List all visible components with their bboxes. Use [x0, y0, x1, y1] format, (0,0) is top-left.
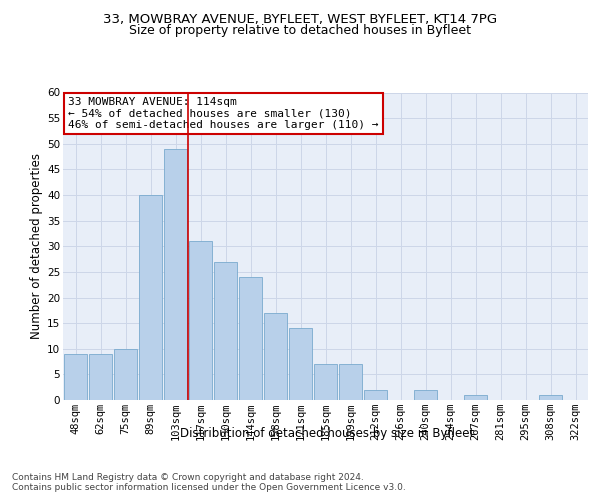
- Bar: [89, 354, 112, 400]
- Text: 33, MOWBRAY AVENUE, BYFLEET, WEST BYFLEET, KT14 7PG: 33, MOWBRAY AVENUE, BYFLEET, WEST BYFLEE…: [103, 12, 497, 26]
- Bar: [214, 262, 237, 400]
- Bar: [464, 395, 487, 400]
- Bar: [239, 277, 262, 400]
- Bar: [189, 241, 212, 400]
- Bar: [539, 395, 562, 400]
- Text: 33 MOWBRAY AVENUE: 114sqm
← 54% of detached houses are smaller (130)
46% of semi: 33 MOWBRAY AVENUE: 114sqm ← 54% of detac…: [68, 97, 379, 130]
- Text: Contains public sector information licensed under the Open Government Licence v3: Contains public sector information licen…: [12, 482, 406, 492]
- Bar: [289, 328, 312, 400]
- Text: Contains HM Land Registry data © Crown copyright and database right 2024.: Contains HM Land Registry data © Crown c…: [12, 472, 364, 482]
- Bar: [139, 195, 162, 400]
- Text: Size of property relative to detached houses in Byfleet: Size of property relative to detached ho…: [129, 24, 471, 37]
- Bar: [64, 354, 87, 400]
- Bar: [414, 390, 437, 400]
- Bar: [314, 364, 337, 400]
- Bar: [114, 349, 137, 400]
- Bar: [339, 364, 362, 400]
- Bar: [364, 390, 387, 400]
- Y-axis label: Number of detached properties: Number of detached properties: [30, 153, 43, 339]
- Text: Distribution of detached houses by size in Byfleet: Distribution of detached houses by size …: [180, 428, 474, 440]
- Bar: [164, 149, 187, 400]
- Bar: [264, 313, 287, 400]
